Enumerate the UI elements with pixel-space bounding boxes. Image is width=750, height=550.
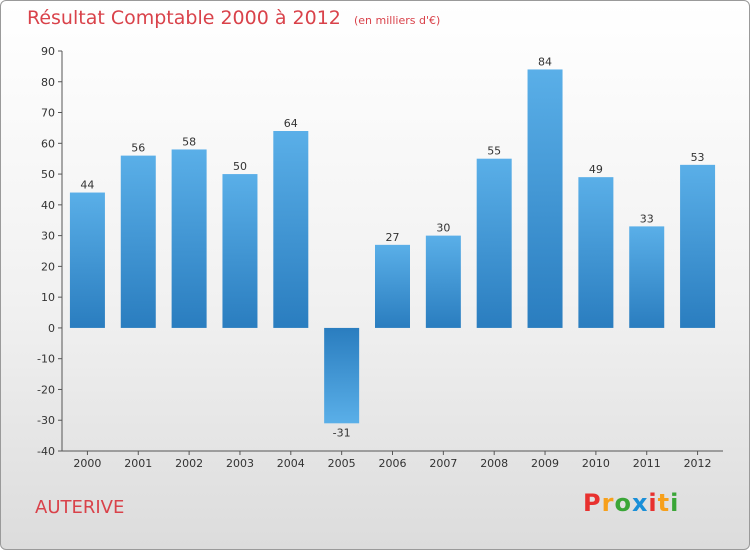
bar-2002 [171,149,207,328]
bar-2004 [273,131,309,328]
x-tick-label-2001: 2001 [124,457,152,470]
y-tick-label: 10 [41,291,55,304]
value-label-2002: 58 [182,135,196,148]
value-label-2008: 55 [487,145,501,158]
bar-2007 [425,235,461,328]
logo-letter: i [670,489,680,517]
y-tick-label: 40 [41,199,55,212]
bar-2005 [324,327,360,424]
value-label-2009: 84 [538,55,552,68]
value-label-2012: 53 [691,151,705,164]
bar-2011 [629,226,665,328]
value-label-2004: 64 [284,117,298,130]
logo-letter: t [657,489,671,517]
logo-letter: i [648,489,658,517]
x-tick-label-2000: 2000 [73,457,101,470]
chart-subtitle: (en milliers d'€) [353,14,441,27]
y-tick-label: -10 [37,353,55,366]
y-tick-label: 20 [41,260,55,273]
x-tick-label-2002: 2002 [175,457,203,470]
y-tick-label: 50 [41,168,55,181]
y-tick-label: 70 [41,107,55,120]
y-tick-label: 60 [41,137,55,150]
value-label-2006: 27 [386,231,400,244]
value-label-2003: 50 [233,160,247,173]
x-tick-label-2010: 2010 [582,457,610,470]
x-tick-label-2007: 2007 [429,457,457,470]
bar-2000 [69,192,105,328]
bar-2012 [680,164,716,328]
bar-2010 [578,177,614,328]
y-tick-label: 30 [41,230,55,243]
title-row: Résultat Comptable 2000 à 2012 (en milli… [27,7,440,29]
bar-2006 [375,244,410,328]
y-tick-label: 90 [41,45,55,58]
value-label-2010: 49 [589,163,603,176]
x-tick-label-2006: 2006 [379,457,407,470]
value-label-2000: 44 [80,179,94,192]
bar-2008 [476,158,512,328]
y-tick-label: 0 [48,322,55,335]
x-tick-label-2008: 2008 [480,457,508,470]
x-tick-label-2011: 2011 [633,457,661,470]
commune-name: AUTERIVE [35,497,125,518]
value-label-2001: 56 [131,142,145,155]
x-tick-label-2004: 2004 [277,457,305,470]
x-tick-label-2012: 2012 [684,457,712,470]
y-tick-label: -20 [37,383,55,396]
logo-letter: x [631,489,649,517]
x-tick-label-2005: 2005 [328,457,356,470]
logo-letter: r [601,489,615,517]
bar-2001 [120,155,156,328]
value-label-2011: 33 [640,212,654,225]
chart-title: Résultat Comptable 2000 à 2012 [27,7,341,29]
y-tick-label: -30 [37,414,55,427]
y-tick-label: 80 [41,76,55,89]
y-tick-label: -40 [37,445,55,458]
value-label-2007: 30 [436,222,450,235]
x-tick-label-2003: 2003 [226,457,254,470]
bar-2003 [222,174,258,328]
logo-letter: P [583,489,602,517]
x-tick-label-2009: 2009 [531,457,559,470]
bar-2009 [527,69,563,328]
value-label-2005: -31 [333,426,351,439]
proxiti-logo[interactable]: Proxiti [583,489,679,517]
logo-letter: o [614,489,632,517]
